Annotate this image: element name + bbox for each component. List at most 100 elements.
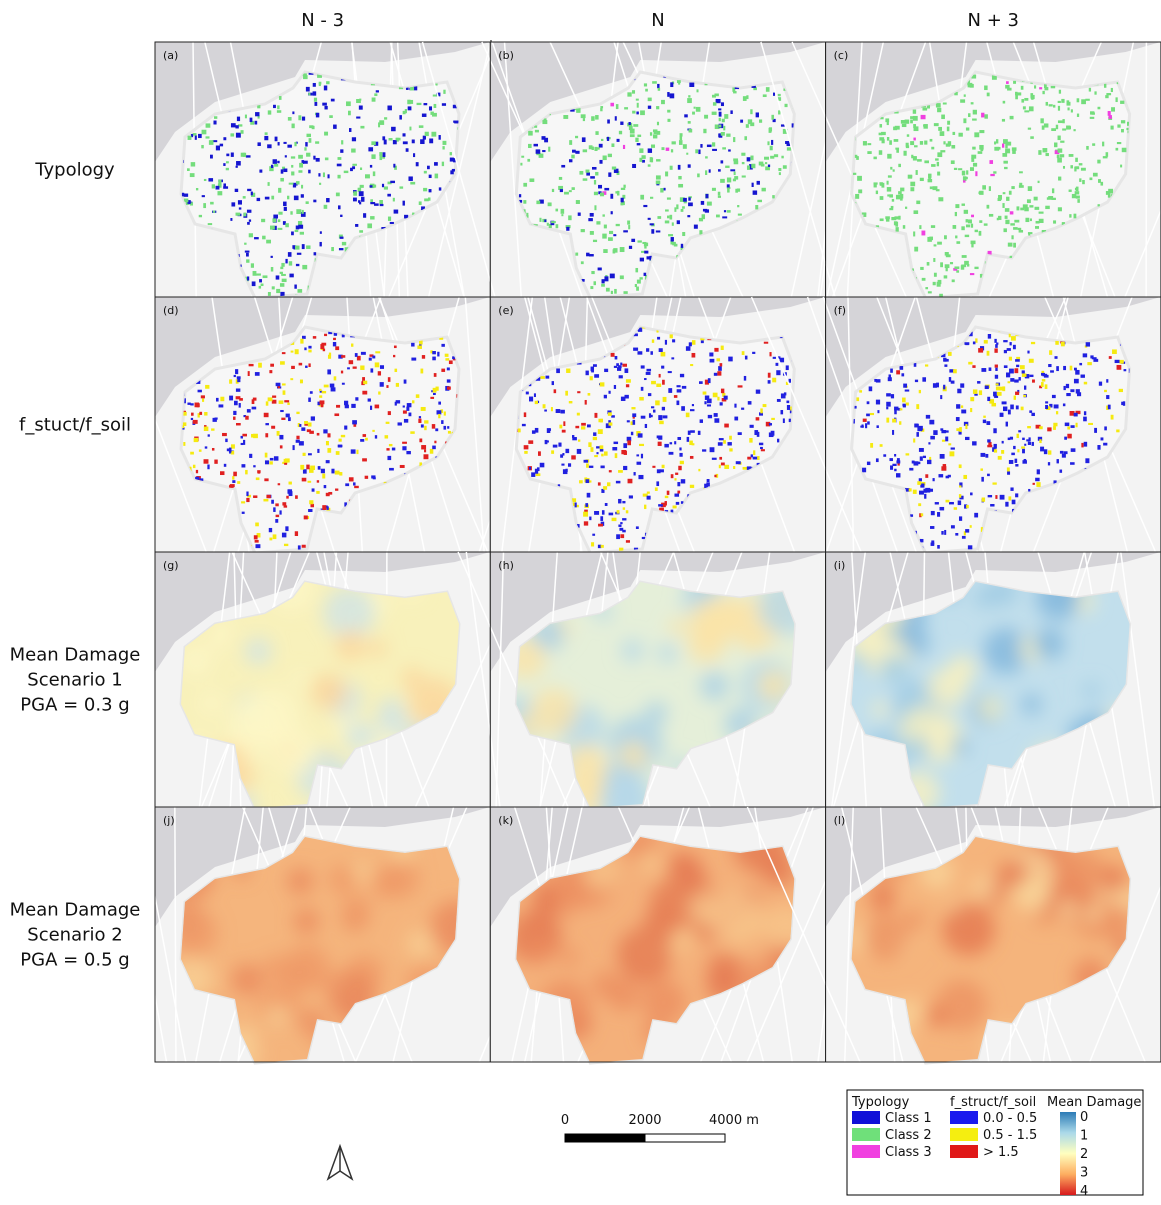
building bbox=[931, 164, 935, 167]
building bbox=[1060, 451, 1064, 454]
building bbox=[296, 181, 300, 184]
building bbox=[566, 369, 570, 373]
building bbox=[1067, 426, 1070, 429]
building bbox=[941, 430, 946, 433]
building bbox=[733, 158, 738, 161]
building bbox=[921, 231, 925, 236]
legend-tick: 3 bbox=[1080, 1166, 1088, 1181]
building bbox=[283, 202, 287, 206]
building bbox=[1003, 139, 1008, 144]
building bbox=[730, 110, 732, 114]
building bbox=[670, 166, 673, 170]
building bbox=[524, 412, 526, 417]
building bbox=[665, 496, 669, 498]
building bbox=[707, 479, 710, 482]
building bbox=[778, 94, 781, 96]
building bbox=[986, 421, 990, 425]
building bbox=[231, 123, 236, 127]
building bbox=[1120, 165, 1122, 168]
building bbox=[1067, 107, 1069, 110]
building bbox=[1060, 141, 1064, 143]
building bbox=[702, 449, 706, 451]
building bbox=[909, 488, 912, 491]
building bbox=[351, 149, 356, 153]
building bbox=[594, 413, 597, 418]
building bbox=[544, 219, 546, 222]
building bbox=[998, 195, 1002, 200]
building bbox=[677, 80, 681, 83]
building bbox=[922, 278, 926, 281]
building bbox=[636, 526, 639, 529]
legend-title: Typology bbox=[851, 1095, 910, 1110]
building bbox=[996, 139, 998, 143]
building bbox=[629, 122, 631, 125]
building bbox=[695, 149, 698, 153]
building bbox=[611, 211, 613, 214]
building bbox=[360, 167, 362, 170]
building bbox=[598, 429, 603, 434]
building bbox=[707, 202, 712, 206]
building bbox=[308, 481, 312, 483]
building bbox=[632, 413, 636, 417]
building bbox=[661, 100, 665, 104]
building bbox=[1054, 356, 1057, 359]
building bbox=[1088, 423, 1093, 425]
building bbox=[873, 157, 876, 160]
building bbox=[632, 111, 635, 114]
building bbox=[443, 426, 446, 430]
building bbox=[888, 175, 892, 177]
building bbox=[688, 164, 691, 167]
building bbox=[1003, 101, 1006, 104]
building bbox=[989, 160, 993, 164]
building bbox=[327, 506, 329, 510]
damage-blob bbox=[688, 894, 719, 925]
building bbox=[287, 196, 289, 200]
building bbox=[1087, 362, 1092, 365]
building bbox=[430, 397, 434, 399]
building bbox=[958, 501, 961, 506]
building bbox=[569, 159, 572, 162]
building bbox=[326, 81, 329, 84]
building bbox=[282, 279, 287, 282]
building bbox=[738, 385, 743, 387]
building bbox=[341, 355, 345, 358]
building bbox=[903, 151, 906, 156]
building bbox=[1052, 395, 1056, 398]
building bbox=[694, 107, 696, 109]
building bbox=[278, 188, 281, 193]
building bbox=[729, 448, 732, 451]
building bbox=[429, 175, 432, 178]
building bbox=[253, 434, 258, 438]
building bbox=[967, 264, 969, 267]
building bbox=[295, 495, 298, 499]
building bbox=[388, 411, 391, 415]
building bbox=[424, 103, 428, 105]
building bbox=[262, 236, 265, 240]
building bbox=[1005, 85, 1009, 89]
building bbox=[1035, 478, 1039, 481]
building bbox=[313, 91, 317, 95]
building bbox=[621, 198, 624, 203]
building bbox=[974, 394, 977, 396]
building bbox=[778, 110, 780, 114]
building bbox=[1019, 377, 1021, 380]
building bbox=[316, 491, 319, 494]
building bbox=[965, 343, 969, 345]
building bbox=[611, 143, 614, 147]
building bbox=[1069, 214, 1071, 217]
building bbox=[1008, 410, 1011, 415]
building bbox=[677, 482, 680, 486]
building bbox=[565, 449, 569, 453]
building bbox=[1014, 379, 1018, 382]
building bbox=[604, 395, 607, 399]
building bbox=[204, 427, 209, 431]
building bbox=[1041, 382, 1044, 387]
building bbox=[749, 438, 752, 443]
building bbox=[237, 117, 240, 121]
building bbox=[368, 398, 371, 401]
building bbox=[954, 266, 959, 269]
building bbox=[553, 445, 558, 448]
building bbox=[688, 121, 691, 124]
building bbox=[690, 364, 693, 366]
building bbox=[920, 141, 923, 145]
